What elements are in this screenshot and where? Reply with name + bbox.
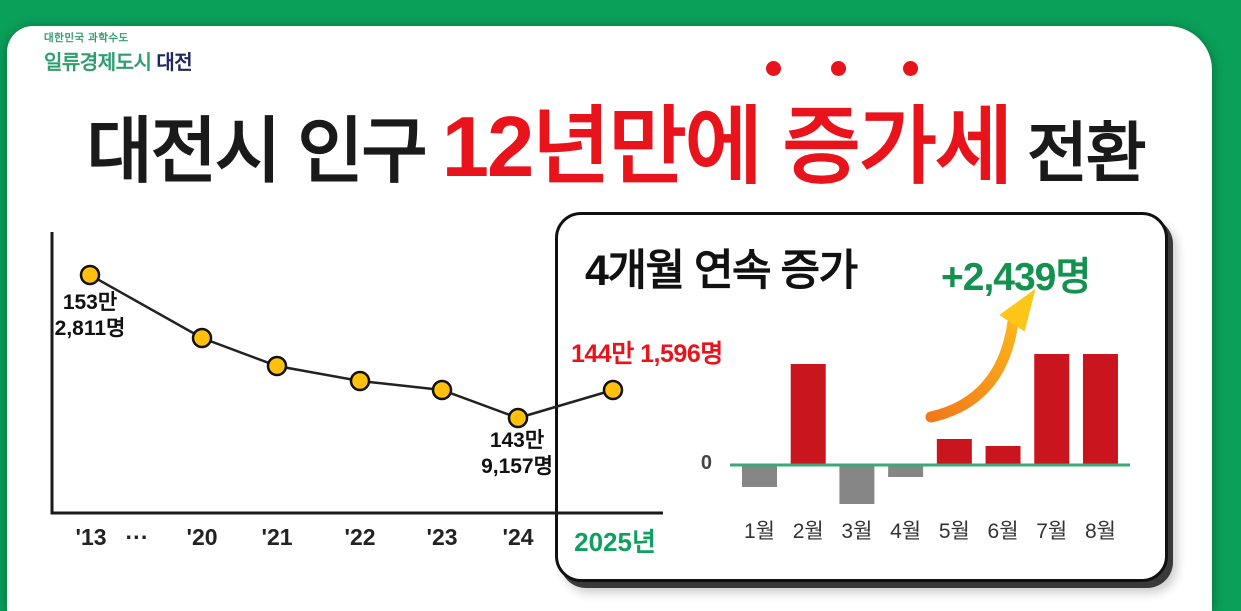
bar-zero-label: 0 [700, 452, 712, 474]
x-axis-label: '22 [344, 524, 376, 550]
x-axis-label: '24 [502, 524, 534, 550]
x-axis-label: ··· [125, 524, 149, 550]
logo-brand-navy: 대전 [156, 52, 193, 74]
card-delta-badge: +2,439명 [941, 256, 1091, 299]
emphasis-dot [831, 61, 846, 76]
logo-brand-green: 일류경제도시 [44, 52, 152, 74]
emphasis-dot [903, 61, 918, 76]
annotation-2024-value: 143만 9,157명 [481, 429, 553, 478]
x-axis-label: '21 [261, 524, 293, 550]
logo-tagline: 대한민국 과학수도 [44, 32, 129, 44]
annotation-2025-value: 144만 1,596명 [571, 340, 723, 368]
x-axis-label: '20 [186, 524, 218, 550]
x-axis-label: '23 [426, 524, 458, 550]
bar-x-label: 7월 [1036, 520, 1068, 543]
bar-x-label: 3월 [841, 520, 873, 543]
title-part-black: 대전시 인구 [86, 112, 427, 192]
title-part-black-2: 전환 [1027, 116, 1146, 190]
bar-x-label: 8월 [1084, 520, 1116, 543]
bar-x-label: 2월 [792, 520, 824, 543]
page-title: 대전시 인구 12년만에 증가세 전환 [30, 78, 1201, 201]
x-axis-label: 2025년 [574, 527, 656, 557]
annotation-2013-value: 153만 2,811명 [54, 291, 126, 340]
bar-x-label: 1월 [744, 520, 775, 543]
daejeon-city-logo: 대한민국 과학수도 일류경제도시 대전 [44, 30, 193, 75]
emphasis-dot [766, 61, 781, 76]
card-title: 4개월 연속 증가 [585, 247, 858, 295]
x-axis-label: '13 [75, 524, 107, 550]
title-part-red: 12년만에 증가세 [441, 100, 1013, 195]
logo-brand: 일류경제도시 대전 [44, 46, 193, 75]
bar-x-label: 6월 [987, 520, 1019, 543]
bar-x-label: 4월 [890, 520, 922, 543]
bar-x-label: 5월 [938, 520, 970, 543]
